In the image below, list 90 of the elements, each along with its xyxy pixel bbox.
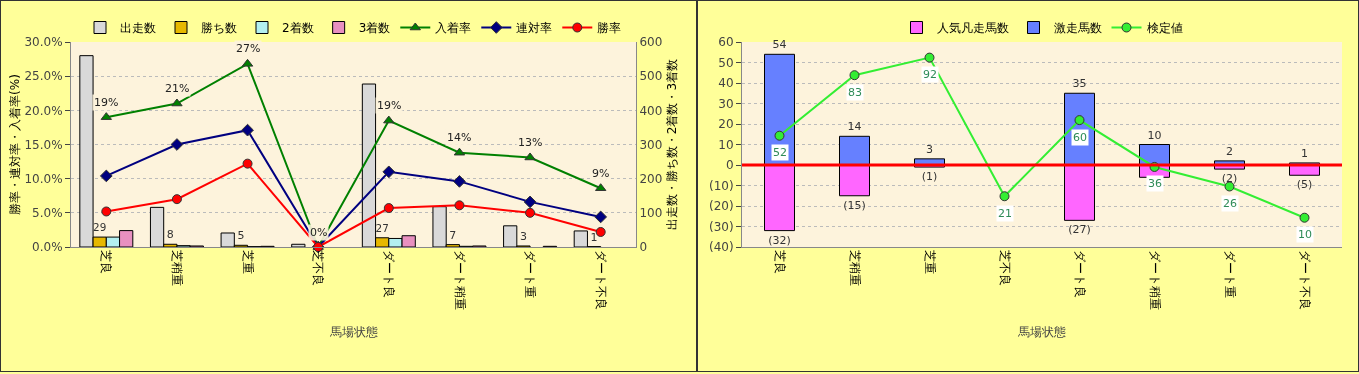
y-tick-label: 60	[718, 35, 734, 50]
y-tick-label: (30)	[708, 219, 734, 234]
data-label: (5)	[1296, 178, 1313, 192]
data-label: 19%	[377, 99, 402, 112]
x-tick-label: ダート良	[1072, 250, 1087, 299]
y2-tick-label: 200	[639, 171, 663, 186]
data-label: 14%	[447, 131, 472, 144]
x-axis-title: 馬場状態	[1017, 325, 1066, 340]
y2-tick-label: 300	[639, 137, 663, 152]
data-label: 54	[772, 38, 787, 52]
data-label: 35	[1072, 77, 1087, 91]
x-tick-label: ダート稍重	[1147, 250, 1162, 311]
data-label: 1	[590, 230, 598, 244]
data-label: 27%	[236, 42, 261, 55]
data-label: 14	[847, 120, 862, 134]
legend-label: 人気凡走馬数	[936, 21, 1009, 36]
data-label: 3	[926, 142, 933, 156]
legend-label: 3着数	[358, 21, 391, 36]
y-tick-label: 25.0%	[24, 69, 63, 84]
data-label: 10	[1298, 228, 1312, 241]
y2-tick-label: 600	[639, 35, 663, 50]
data-label: 7	[449, 228, 457, 242]
x-tick-label: 芝良	[99, 250, 114, 275]
data-label: 3	[519, 229, 527, 243]
y-tick-label: 20.0%	[24, 103, 63, 118]
x-tick-label: ダート稍重	[452, 250, 467, 311]
y-tick-label: 0	[725, 158, 734, 173]
x-tick-label: 芝重	[240, 250, 255, 275]
data-label: (27)	[1068, 223, 1091, 237]
y2-tick-label: 500	[639, 69, 663, 84]
x-tick-label: ダート重	[523, 250, 538, 299]
y-tick-label: 10	[718, 137, 734, 152]
x-tick-label: 芝重	[922, 250, 937, 275]
data-label: 5	[237, 229, 245, 243]
x-axis-title: 馬場状態	[328, 325, 378, 340]
data-label: (1)	[921, 170, 938, 184]
y-tick-label: 50	[718, 55, 734, 70]
legend-label: 検定値	[1146, 21, 1183, 36]
y-tick-label: 5.0%	[32, 206, 63, 221]
data-label: 8	[166, 228, 174, 242]
legend-label: 連対率	[516, 21, 553, 36]
data-label: 52	[773, 146, 787, 159]
data-label: 1	[1301, 146, 1308, 160]
x-tick-label: 芝不良	[997, 250, 1012, 287]
data-label: 19%	[94, 96, 119, 109]
data-label: 60	[1073, 131, 1087, 144]
data-label: (15)	[843, 198, 866, 212]
data-label: 9%	[592, 167, 610, 180]
x-tick-label: 芝良	[772, 250, 787, 275]
data-label: 27	[375, 221, 389, 234]
y-tick-label: 30.0%	[24, 35, 63, 50]
data-label: 13%	[518, 136, 543, 149]
data-label: 21%	[165, 82, 190, 95]
data-label: 0%	[310, 226, 328, 239]
legend-label: 2着数	[282, 21, 314, 36]
data-label: 83	[848, 86, 862, 99]
y2-tick-label: 400	[639, 103, 663, 118]
y2-axis-title: 出走数・勝ち数・2着数・3着数	[665, 58, 679, 231]
y-tick-label: 10.0%	[24, 171, 63, 186]
legend-label: 入着率	[435, 21, 472, 36]
y-tick-label: 20	[718, 117, 734, 132]
x-tick-label: 芝稍重	[170, 250, 185, 287]
x-tick-label: ダート良	[381, 250, 396, 299]
y-tick-label: 0.0%	[32, 240, 63, 255]
data-label: (2)	[1221, 172, 1238, 186]
x-tick-label: 芝稍重	[847, 250, 862, 287]
x-tick-label: ダート不良	[593, 250, 608, 311]
x-tick-label: ダート不良	[1297, 250, 1312, 311]
data-label: 10	[1147, 128, 1162, 142]
x-tick-label: ダート重	[1222, 250, 1237, 299]
y2-tick-label: 100	[639, 206, 663, 221]
data-label: 21	[998, 207, 1012, 220]
y-tick-label: 30	[718, 96, 734, 111]
data-label: 26	[1223, 197, 1237, 210]
legend-label: 勝率	[597, 21, 622, 36]
y-tick-label: (10)	[708, 178, 734, 193]
legend-label: 出走数	[120, 21, 156, 36]
y2-tick-label: 0	[639, 240, 648, 255]
data-label: 92	[923, 68, 937, 81]
data-label: 36	[1148, 177, 1162, 190]
y-tick-label: 15.0%	[24, 137, 63, 152]
data-label: (32)	[768, 233, 791, 247]
y-tick-label: (20)	[708, 199, 734, 214]
legend-label: 勝ち数	[201, 21, 237, 36]
y-tick-label: (40)	[708, 240, 734, 255]
x-tick-label: 芝不良	[311, 250, 326, 287]
data-label: 2	[1226, 144, 1233, 158]
legend-label: 激走馬数	[1053, 21, 1102, 36]
y-tick-label: 40	[718, 76, 734, 91]
y-axis-title: 勝率・連対率・入着率(%)	[8, 74, 23, 215]
